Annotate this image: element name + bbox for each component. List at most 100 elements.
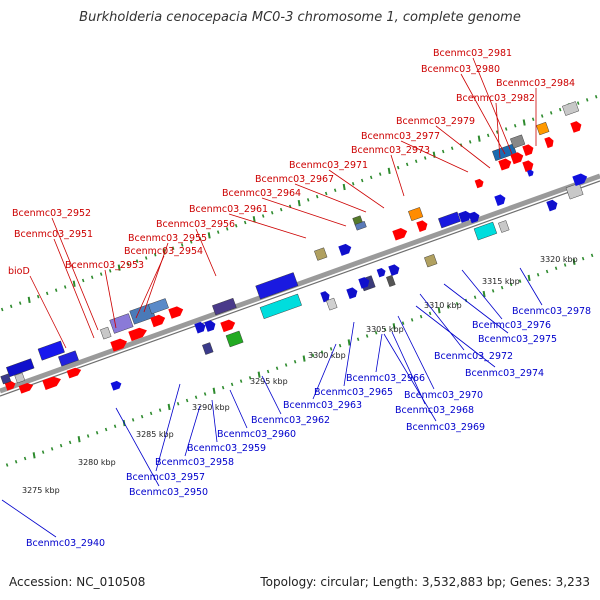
gene-label-top[interactable]: Bcenmc03_2952 — [12, 208, 91, 219]
gene-box[interactable] — [14, 372, 26, 384]
gene-label-top[interactable]: Bcenmc03_2967 — [255, 174, 334, 185]
gene-arrow[interactable] — [570, 120, 583, 133]
gene-arrow[interactable] — [458, 209, 473, 223]
gene-label-top[interactable]: Bcenmc03_2954 — [124, 246, 203, 257]
gene-arrow[interactable] — [416, 219, 429, 232]
gene-label-bottom[interactable]: Bcenmc03_2958 — [155, 457, 234, 468]
gene-label-bottom[interactable]: Bcenmc03_2962 — [251, 415, 330, 426]
gene-arrow[interactable] — [392, 226, 409, 241]
gene-label-bottom[interactable]: Bcenmc03_2965 — [314, 387, 393, 398]
gene-arrow[interactable] — [204, 319, 217, 332]
gene-arrow[interactable] — [572, 172, 589, 187]
gene-box[interactable] — [473, 221, 498, 241]
gene-label-top[interactable]: Bcenmc03_2977 — [361, 131, 440, 142]
gene-label-top[interactable]: Bcenmc03_2981 — [433, 48, 512, 59]
gene-box[interactable] — [255, 272, 299, 300]
gene-label-top[interactable]: Bcenmc03_2980 — [421, 64, 500, 75]
gene-arrow[interactable] — [346, 286, 359, 300]
gene-label-bottom[interactable]: Bcenmc03_2975 — [478, 334, 557, 345]
gene-label-top[interactable]: Bcenmc03_2956 — [156, 219, 235, 230]
gene-arrow[interactable] — [544, 136, 555, 149]
gene-arrow[interactable] — [194, 321, 207, 334]
gene-label-bottom[interactable]: Bcenmc03_2966 — [346, 373, 425, 384]
gene-box[interactable] — [326, 297, 338, 311]
gene-label-bottom[interactable]: Bcenmc03_2976 — [472, 320, 551, 331]
gene-box[interactable] — [536, 121, 550, 136]
gene-label-bottom[interactable]: Bcenmc03_2963 — [283, 400, 362, 411]
gene-label-bottom[interactable]: Bcenmc03_2974 — [465, 368, 544, 379]
gene-arrow[interactable] — [474, 178, 485, 189]
gene-label-top[interactable]: bioD — [8, 266, 30, 277]
gene-arrow[interactable] — [468, 211, 481, 224]
gene-box[interactable] — [225, 330, 244, 348]
gene-label-top[interactable]: Bcenmc03_2973 — [351, 145, 430, 156]
gene-label-bottom[interactable]: Bcenmc03_2969 — [406, 422, 485, 433]
gene-arrow[interactable] — [510, 151, 525, 165]
gene-box[interactable] — [510, 134, 526, 149]
gene-label-bottom[interactable]: Bcenmc03_2972 — [434, 351, 513, 362]
gene-arrow[interactable] — [498, 157, 513, 171]
gene-arrow[interactable] — [150, 313, 167, 328]
gene-arrow[interactable] — [128, 326, 148, 342]
gene-box[interactable] — [424, 254, 438, 268]
gene-arrow[interactable] — [388, 263, 401, 276]
gene-arrow[interactable] — [110, 337, 128, 352]
gene-label-top[interactable]: Bcenmc03_2984 — [496, 78, 575, 89]
gene-arrow[interactable] — [358, 276, 371, 289]
gene-box[interactable] — [438, 211, 461, 229]
gene-arrow[interactable] — [526, 169, 535, 177]
gene-label-top[interactable]: Bcenmc03_2964 — [222, 188, 301, 199]
gene-label-top[interactable]: Bcenmc03_2961 — [189, 204, 268, 215]
gene-label-top[interactable]: Bcenmc03_2971 — [289, 160, 368, 171]
gene-arrow[interactable] — [66, 366, 83, 379]
gene-box[interactable] — [386, 274, 396, 287]
gene-box[interactable] — [37, 340, 65, 361]
tick-row-top-mark — [90, 275, 94, 280]
gene-box[interactable] — [6, 358, 35, 378]
gene-box[interactable] — [314, 247, 328, 261]
gene-box[interactable] — [259, 293, 302, 320]
gene-box[interactable] — [212, 297, 237, 316]
gene-box[interactable] — [408, 207, 424, 222]
gene-box[interactable] — [58, 350, 79, 367]
gene-label-bottom[interactable]: Bcenmc03_2970 — [404, 390, 483, 401]
gene-label-top[interactable]: Bcenmc03_2955 — [128, 233, 207, 244]
gene-box[interactable] — [354, 220, 367, 231]
gene-arrow[interactable] — [320, 290, 331, 303]
gene-label-bottom[interactable]: Bcenmc03_2957 — [126, 472, 205, 483]
gene-label-bottom[interactable]: Bcenmc03_2978 — [512, 306, 591, 317]
tick-row-bottom-mark — [329, 347, 333, 351]
gene-box[interactable] — [0, 373, 12, 385]
gene-arrow[interactable] — [42, 374, 62, 390]
gene-box[interactable] — [202, 342, 214, 355]
gene-box[interactable] — [100, 326, 112, 340]
gene-arrow[interactable] — [546, 199, 559, 212]
gene-label-top[interactable]: Bcenmc03_2953 — [65, 260, 144, 271]
gene-arrow[interactable] — [168, 305, 185, 319]
gene-arrow[interactable] — [110, 380, 123, 391]
gene-label-top[interactable]: Bcenmc03_2982 — [456, 93, 535, 104]
gene-label-bottom[interactable]: Bcenmc03_2940 — [26, 538, 105, 549]
gene-arrow[interactable] — [522, 143, 535, 156]
gene-arrow[interactable] — [522, 159, 535, 172]
gene-arrow[interactable] — [18, 381, 35, 394]
gene-arrow[interactable] — [338, 242, 353, 256]
gene-label-bottom[interactable]: Bcenmc03_2950 — [129, 487, 208, 498]
gene-label-top[interactable]: Bcenmc03_2979 — [396, 116, 475, 127]
tick-row-top-mark — [540, 114, 544, 118]
gene-label-bottom[interactable]: Bcenmc03_2968 — [395, 405, 474, 416]
gene-arrow[interactable] — [494, 193, 507, 206]
tick-row-bottom-mark — [419, 314, 423, 319]
gene-box[interactable] — [498, 220, 510, 233]
gene-box[interactable] — [148, 298, 169, 315]
gene-arrow[interactable] — [376, 267, 387, 278]
gene-box[interactable] — [109, 313, 134, 334]
gene-box[interactable] — [565, 182, 584, 200]
gene-label-top[interactable]: Bcenmc03_2951 — [14, 229, 93, 240]
gene-label-bottom[interactable]: Bcenmc03_2960 — [217, 429, 296, 440]
gene-box[interactable] — [562, 101, 580, 116]
gene-label-bottom[interactable]: Bcenmc03_2959 — [187, 443, 266, 454]
gene-arrow[interactable] — [4, 380, 17, 391]
tick-row-bottom-mark — [392, 323, 396, 330]
gene-arrow[interactable] — [220, 318, 237, 333]
